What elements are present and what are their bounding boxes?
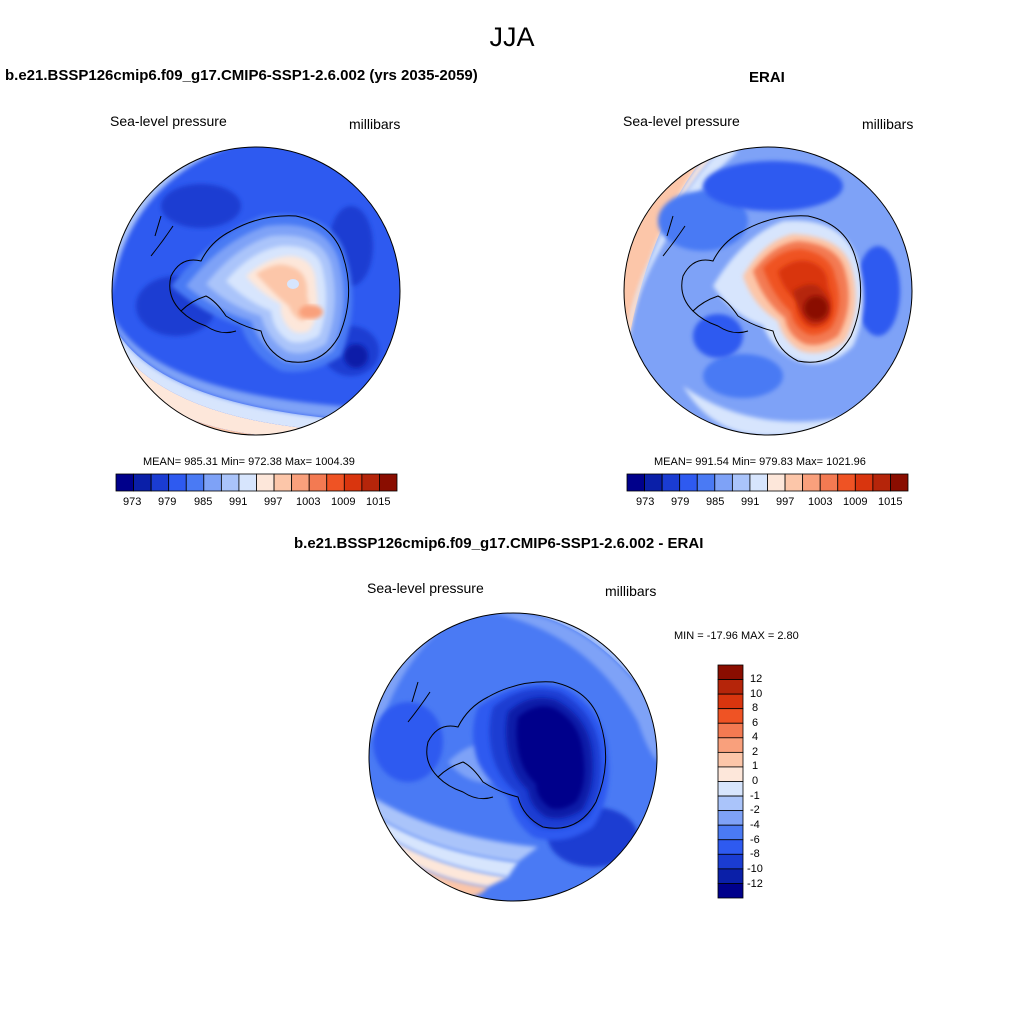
panel2-colorbar bbox=[626, 473, 909, 492]
colorbar-swatch bbox=[890, 473, 909, 492]
panel1-tick-2: 985 bbox=[194, 496, 213, 508]
colorbar-swatch bbox=[872, 473, 891, 492]
colorbar-swatch bbox=[717, 795, 744, 812]
panel3-tick-13: -10 bbox=[747, 863, 763, 875]
colorbar-swatch bbox=[291, 473, 310, 492]
colorbar-swatch bbox=[679, 473, 698, 492]
colorbar-swatch bbox=[717, 679, 744, 695]
panel3-units-label: millibars bbox=[605, 583, 657, 599]
panel3-variable-label: Sea-level pressure bbox=[367, 580, 484, 596]
colorbar-swatch bbox=[379, 473, 398, 492]
colorbar-swatch bbox=[256, 473, 275, 492]
colorbar-swatch bbox=[115, 473, 134, 492]
panel2-units-label: millibars bbox=[862, 116, 914, 132]
colorbar-swatch bbox=[661, 473, 681, 492]
colorbar-swatch bbox=[203, 473, 222, 492]
panel3-tick-4: 4 bbox=[752, 731, 759, 743]
panel1-tick-0: 973 bbox=[123, 496, 142, 508]
colorbar-swatch bbox=[273, 473, 293, 492]
colorbar-swatch bbox=[168, 473, 187, 492]
panel1-tick-3: 991 bbox=[229, 496, 248, 508]
panel2-tick-6: 1009 bbox=[843, 496, 868, 508]
panel3-tick-12: -8 bbox=[750, 848, 760, 860]
panel2-tick-5: 1003 bbox=[808, 496, 833, 508]
panel1-tick-5: 1003 bbox=[296, 496, 321, 508]
panel3-tick-2: 8 bbox=[752, 702, 759, 714]
panel1-tick-7: 1015 bbox=[366, 496, 391, 508]
colorbar-swatch bbox=[185, 473, 205, 492]
colorbar-swatch bbox=[326, 473, 345, 492]
panel2-tick-7: 1015 bbox=[878, 496, 903, 508]
panel3-tick-14: -12 bbox=[747, 878, 763, 890]
panel3-tick-3: 6 bbox=[752, 717, 759, 729]
colorbar-swatch bbox=[717, 810, 744, 826]
colorbar-swatch bbox=[150, 473, 170, 492]
panel2-tick-4: 997 bbox=[776, 496, 795, 508]
panel3-colorbar bbox=[717, 664, 744, 899]
colorbar-swatch bbox=[717, 883, 744, 899]
colorbar-swatch bbox=[361, 473, 380, 492]
colorbar-swatch bbox=[626, 473, 645, 492]
colorbar-swatch bbox=[717, 722, 744, 739]
panel2-stats: MEAN= 991.54 Min= 979.83 Max= 1021.96 bbox=[654, 456, 866, 468]
colorbar-swatch bbox=[717, 737, 744, 753]
colorbar-swatch bbox=[802, 473, 821, 492]
colorbar-swatch bbox=[784, 473, 804, 492]
panel2-tick-1: 979 bbox=[671, 496, 690, 508]
colorbar-swatch bbox=[731, 473, 751, 492]
panel2-title: ERAI bbox=[749, 69, 785, 86]
colorbar-swatch bbox=[854, 473, 874, 492]
panel3-tick-1: 10 bbox=[750, 688, 763, 700]
colorbar-swatch bbox=[717, 781, 744, 797]
panel3-tick-11: -6 bbox=[750, 834, 760, 846]
colorbar-swatch bbox=[133, 473, 152, 492]
panel3-tick-0: 12 bbox=[750, 673, 763, 685]
colorbar-swatch bbox=[837, 473, 856, 492]
panel1-tick-1: 979 bbox=[158, 496, 177, 508]
panel2-tick-0: 973 bbox=[636, 496, 655, 508]
panel2-variable-label: Sea-level pressure bbox=[623, 113, 740, 129]
panel3-tick-9: -2 bbox=[750, 804, 760, 816]
colorbar-swatch bbox=[644, 473, 663, 492]
panel3-map bbox=[368, 612, 658, 902]
panel1-stats: MEAN= 985.31 Min= 972.38 Max= 1004.39 bbox=[143, 456, 355, 468]
colorbar-swatch bbox=[717, 751, 744, 768]
figure-title: JJA bbox=[489, 22, 535, 52]
colorbar-swatch bbox=[819, 473, 839, 492]
colorbar-swatch bbox=[717, 693, 744, 710]
colorbar-swatch bbox=[308, 473, 328, 492]
colorbar-swatch bbox=[717, 839, 744, 855]
colorbar-swatch bbox=[749, 473, 768, 492]
colorbar-swatch bbox=[343, 473, 363, 492]
colorbar-swatch bbox=[717, 868, 744, 884]
panel1-units-label: millibars bbox=[349, 116, 401, 132]
colorbar-swatch bbox=[714, 473, 733, 492]
panel2-tick-2: 985 bbox=[706, 496, 725, 508]
panel2-tick-3: 991 bbox=[741, 496, 760, 508]
colorbar-swatch bbox=[767, 473, 786, 492]
panel3-stats: MIN = -17.96 MAX = 2.80 bbox=[674, 630, 799, 642]
colorbar-swatch bbox=[696, 473, 716, 492]
panel3-title: b.e21.BSSP126cmip6.f09_g17.CMIP6-SSP1-2.… bbox=[294, 535, 704, 552]
panel3-tick-10: -4 bbox=[750, 819, 760, 831]
colorbar-swatch bbox=[717, 664, 744, 680]
panel1-tick-4: 997 bbox=[264, 496, 283, 508]
panel1-variable-label: Sea-level pressure bbox=[110, 113, 227, 129]
colorbar-swatch bbox=[220, 473, 240, 492]
panel1-colorbar bbox=[115, 473, 398, 492]
colorbar-swatch bbox=[717, 708, 744, 724]
panel3-tick-7: 0 bbox=[752, 775, 759, 787]
panel1-tick-6: 1009 bbox=[331, 496, 356, 508]
panel2-map bbox=[623, 146, 913, 436]
colorbar-swatch bbox=[238, 473, 257, 492]
colorbar-swatch bbox=[717, 824, 744, 841]
panel3-tick-6: 1 bbox=[752, 760, 759, 772]
panel3-tick-8: -1 bbox=[750, 790, 760, 802]
panel1-title: b.e21.BSSP126cmip6.f09_g17.CMIP6-SSP1-2.… bbox=[5, 67, 478, 84]
panel3-tick-5: 2 bbox=[752, 746, 759, 758]
panel1-map bbox=[111, 146, 401, 436]
colorbar-swatch bbox=[717, 853, 744, 870]
colorbar-swatch bbox=[717, 766, 744, 782]
